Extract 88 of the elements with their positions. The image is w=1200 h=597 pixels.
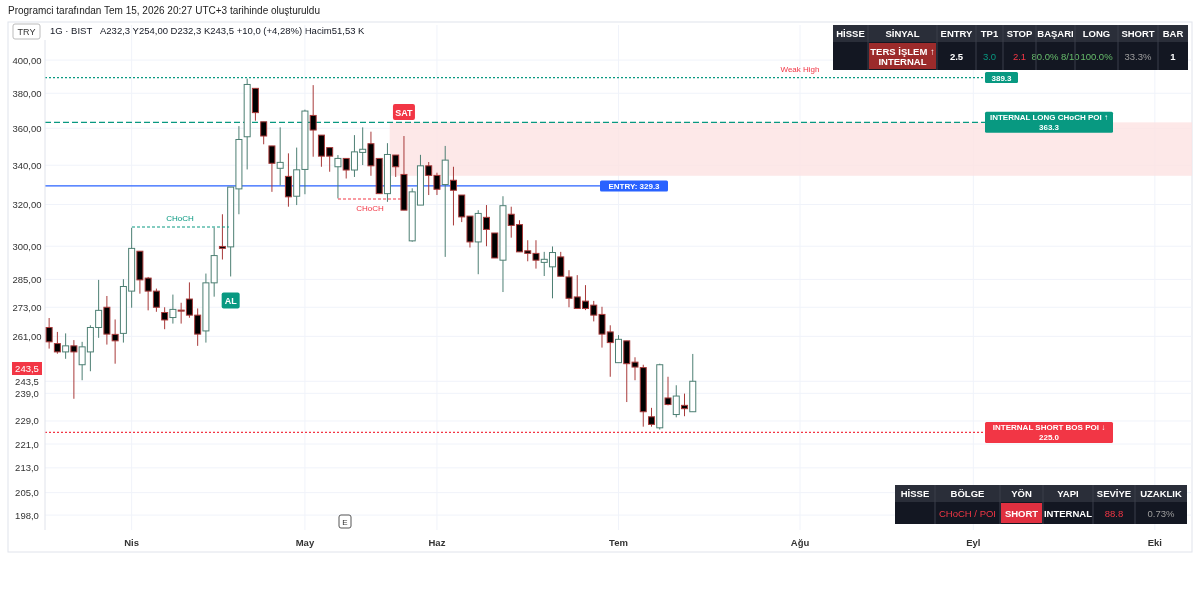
x-tick-label: Nis <box>124 537 140 548</box>
candlestick <box>334 154 342 199</box>
annotation: CHoCH <box>356 204 384 213</box>
annotation: INTERNAL <box>1043 507 1093 519</box>
candlestick <box>276 126 284 186</box>
y-tick-label: 205,0 <box>15 487 39 499</box>
y-tick-label: 400,00 <box>12 54 42 66</box>
candlestick <box>70 339 78 400</box>
candlestick <box>309 84 317 158</box>
category-label: YÖN <box>1011 488 1032 499</box>
category-label: SHORT <box>1121 28 1155 39</box>
y-tick-label: 273,00 <box>12 301 42 313</box>
annotation: 88.8 <box>1104 507 1124 519</box>
y-tick-label: 320,00 <box>12 198 42 210</box>
y-tick-label: 239,0 <box>15 387 39 399</box>
annotation: AL <box>224 295 238 306</box>
y-tick-label: 261,00 <box>12 330 42 342</box>
candlestick <box>218 213 226 261</box>
candlestick <box>169 294 177 325</box>
category-label: BAŞARI <box>1037 28 1074 39</box>
candlestick <box>260 121 268 145</box>
x-tick-label: Eyl <box>966 537 981 548</box>
candlestick <box>672 384 680 418</box>
annotation: Weak High <box>780 64 820 74</box>
y-tick-label: 380,00 <box>12 87 42 99</box>
annotation: SAT <box>395 107 414 118</box>
annotation: 1 <box>1170 50 1177 62</box>
y-tick-label: 221,0 <box>15 438 39 450</box>
annotation: 3.0 <box>982 50 997 62</box>
category-label: TP1 <box>980 28 999 39</box>
candlestick <box>342 157 350 180</box>
category-label: SİNYAL <box>885 28 920 39</box>
ref-line-label: INTERNAL SHORT BOS POI ↓ 225.0 <box>992 423 1106 442</box>
candlestick <box>392 154 400 178</box>
candlestick <box>615 334 622 364</box>
annotation: 2.5 <box>949 50 964 62</box>
candlestick <box>53 331 61 355</box>
y-tick-label: 360,00 <box>12 122 42 134</box>
ref-line-label: INTERNAL LONG CHoCH POI ↑ 363.3 <box>989 113 1109 132</box>
x-tick-label: Eki <box>1147 537 1162 548</box>
y-tick-label: 198,0 <box>15 509 39 521</box>
text: TRY <box>17 27 36 37</box>
x-tick-label: Ağu <box>790 537 810 548</box>
annotation: 2.1 <box>1012 50 1027 62</box>
annotation: CHoCH <box>166 214 194 223</box>
annotation: E <box>342 518 348 527</box>
candlestick <box>161 306 169 330</box>
category-label: STOP <box>1006 28 1034 39</box>
x-tick-label: May <box>295 537 315 548</box>
annotation: 0.73% <box>1147 507 1176 519</box>
candlestick <box>449 166 457 226</box>
category-label: ENTRY <box>940 28 974 39</box>
annotation: SHORT <box>1004 507 1039 519</box>
x-tick-label: Haz <box>428 537 446 548</box>
annotation: 33.3% <box>1124 50 1153 62</box>
y-tick-label: 213,0 <box>15 462 39 474</box>
y-tick-label: 340,00 <box>12 159 42 171</box>
chart-title: 1G · BIST <box>50 25 93 36</box>
category-label: HİSSE <box>836 28 865 39</box>
y-tick-label: 300,00 <box>12 240 42 252</box>
text: Programci tarafından Tem 15, 2026 20:27 UTC+3 tarihinde oluşturuldu <box>8 5 320 16</box>
candlestick <box>648 407 656 428</box>
candlestick <box>482 204 490 247</box>
candlestick <box>268 145 276 193</box>
candlestick <box>45 317 53 350</box>
x-tick-label: Tem <box>609 537 628 548</box>
ref-line-label: 389.3 <box>991 73 1013 83</box>
candlestick <box>284 152 292 208</box>
category-label: HİSSE <box>900 488 930 499</box>
letter-badge-icon: E <box>338 514 352 529</box>
category-label: LONG <box>1082 28 1111 39</box>
candlestick <box>62 332 70 360</box>
category-label: SEVİYE <box>1096 488 1132 499</box>
annotation: 80.0% 8/10 <box>1031 50 1080 62</box>
candlestick <box>681 393 689 417</box>
y-tick-label: 285,00 <box>12 273 42 285</box>
y-tick-label: 243,5 <box>15 375 39 387</box>
category-label: UZAKLIK <box>1140 488 1182 499</box>
annotation: CHoCH / POI <box>938 507 997 519</box>
annotation: TERS İŞLEM ↑ INTERNAL <box>870 45 935 67</box>
category-label: YAPI <box>1057 488 1079 499</box>
ref-line-label: ENTRY: 329.3 <box>608 181 661 191</box>
chart-subtitle: A232,3 Y254,00 D232,3 K243,5 +10,0 (+4,28%) Hacim51,53 K <box>100 25 366 36</box>
y-tick-label: 229,0 <box>15 415 39 427</box>
category-label: BAR <box>1162 28 1184 39</box>
candlestick <box>664 376 672 406</box>
category-label: BÖLGE <box>950 488 985 499</box>
annotation: 100.0% <box>1080 50 1114 62</box>
